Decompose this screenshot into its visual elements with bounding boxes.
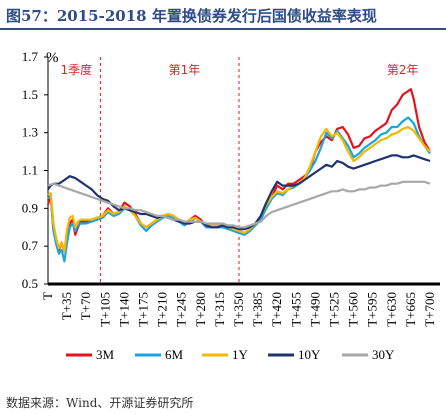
x-tick-label: T+175	[136, 292, 151, 327]
x-tick-label: T+385	[250, 292, 265, 327]
y-tick-label: 1.7	[22, 49, 39, 64]
x-tick-label: T+140	[116, 292, 131, 327]
x-tick-label: T+700	[422, 292, 437, 327]
x-tick-label: T+595	[365, 292, 380, 327]
title-divider	[0, 28, 446, 30]
x-tick-label: T+280	[193, 292, 208, 327]
x-tick-label: T+490	[307, 292, 322, 327]
x-tick-label: T+455	[288, 292, 303, 327]
series-line-30y	[47, 180, 431, 229]
legend-label-6m: 6M	[165, 347, 184, 362]
x-tick-label: T	[40, 292, 55, 300]
x-tick-label: T+665	[403, 292, 418, 327]
x-axis-ticks: T T+35 T+70 T+105 T+140 T+175 T+210 T+245 T+280 T…	[40, 292, 437, 327]
chart-legend: 3M 6M 1Y 10Y 30Y	[66, 347, 395, 362]
legend-label-30y: 30Y	[372, 347, 395, 362]
legend-label-1y: 1Y	[232, 347, 249, 362]
y-tick-label: 1.1	[22, 163, 38, 178]
x-tick-label: T+245	[174, 292, 189, 327]
period-annotation: 第1年	[169, 63, 201, 77]
x-tick-label: T+630	[384, 292, 399, 327]
y-tick-label: 1.3	[22, 125, 38, 140]
source-note: 数据来源：Wind、开源证券研究所	[6, 396, 194, 410]
series-group	[46, 88, 431, 263]
series-line-6m	[47, 116, 431, 263]
y-tick-label: 1.5	[22, 87, 38, 102]
y-tick-label: 0.7	[22, 238, 39, 253]
period-annotation: 第2年	[387, 63, 419, 77]
y-unit-label: %	[46, 50, 59, 66]
series-line-10y	[47, 154, 431, 231]
legend-label-3m: 3M	[96, 347, 115, 362]
y-tick-label: 0.5	[22, 276, 38, 291]
chart-title: 图57：2015-2018 年置换债券发行后国债收益率表现	[6, 7, 377, 25]
x-tick-label: T+105	[97, 292, 112, 327]
legend-label-10y: 10Y	[298, 347, 321, 362]
y-tick-label: 0.9	[22, 200, 38, 215]
x-tick-label: T+70	[78, 292, 93, 320]
period-annotation: 1季度	[61, 62, 93, 77]
x-tick-label: T+350	[231, 292, 246, 327]
x-tick-label: T+35	[59, 292, 74, 320]
x-tick-label: T+420	[269, 292, 284, 327]
x-tick-label: T+560	[346, 292, 361, 327]
x-tick-label: T+315	[212, 292, 227, 327]
x-tick-label: T+210	[155, 292, 170, 327]
y-axis-ticks: 0.5 0.7 0.9 1.1 1.3 1.5 1.7	[22, 49, 48, 291]
x-tick-label: T+525	[327, 292, 342, 327]
